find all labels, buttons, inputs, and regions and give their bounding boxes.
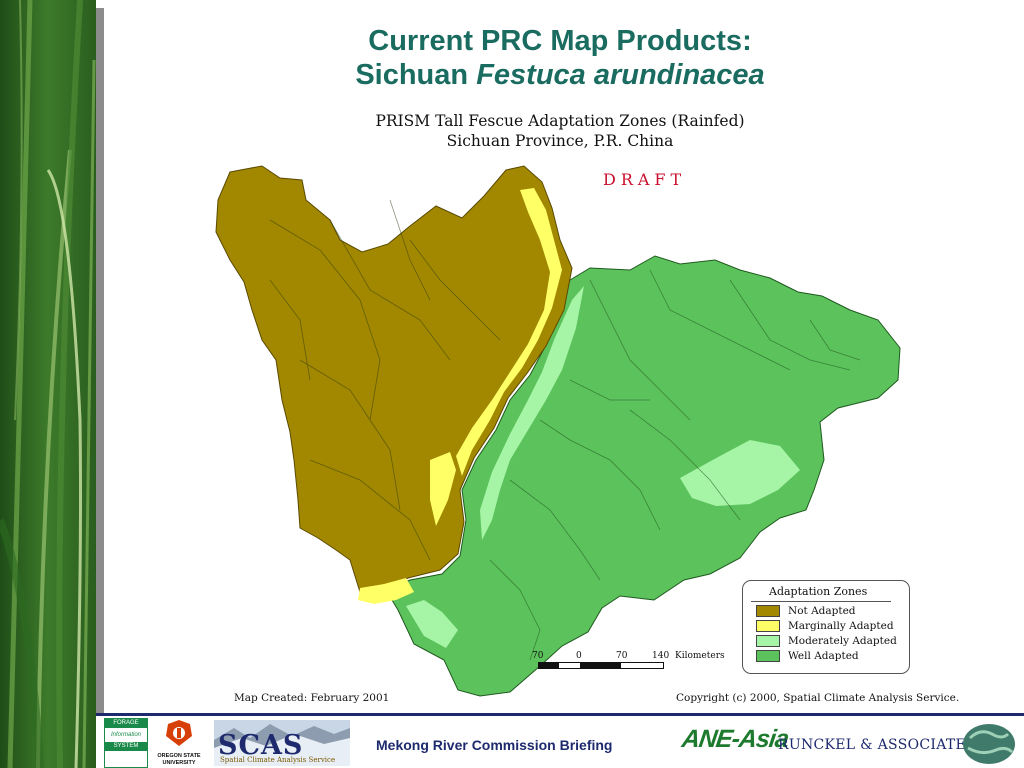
scas-logo: SCAS Spatial Climate Analysis Service (214, 720, 350, 766)
county-boundaries-east (489, 269, 861, 661)
grass-shadow (96, 8, 104, 713)
legend-label: Marginally Adapted (788, 620, 894, 632)
fis-logo-mid: Information (110, 732, 141, 738)
legend-swatch (756, 635, 780, 647)
legend-item-marginally-adapted: Marginally Adapted (756, 620, 894, 634)
zone-well-adapted (385, 255, 901, 697)
osu-name: OREGON STATE UNIVERSITY (157, 753, 201, 766)
fis-logo-bottom: SYSTEM (105, 742, 147, 751)
zone-marginal-south (358, 578, 414, 604)
runckel-associates-logo: RUNCKEL & ASSOCIATES (778, 737, 976, 753)
sichuan-map (215, 165, 901, 697)
legend-title: Adaptation Zones (769, 585, 868, 598)
scale-tick: 0 (576, 651, 582, 661)
scale-tick: 70 (616, 651, 628, 661)
osu-seal-icon (166, 720, 192, 746)
footer-divider (96, 713, 1024, 716)
scale-graphic (538, 662, 664, 669)
grass-background (0, 0, 96, 768)
legend-item-not-adapted: Not Adapted (756, 605, 856, 619)
globe-icon (963, 724, 1015, 764)
oregon-state-university-logo: OREGON STATE UNIVERSITY (150, 718, 208, 766)
legend-divider (751, 601, 891, 602)
zone-moderate-south (406, 600, 458, 648)
scale-segment (580, 663, 621, 668)
scas-mountains-icon (214, 724, 350, 766)
zone-moderate-ridge (480, 286, 584, 540)
map-title-line1: PRISM Tall Fescue Adaptation Zones (Rain… (375, 112, 745, 130)
grass-illustration (0, 0, 96, 768)
briefing-title: Mekong River Commission Briefing (376, 737, 613, 753)
map-title: PRISM Tall Fescue Adaptation Zones (Rain… (300, 111, 820, 151)
slide-title-plain: Sichuan (355, 59, 469, 91)
legend-item-well-adapted: Well Adapted (756, 650, 859, 664)
county-boundaries (269, 199, 501, 561)
zone-not-adapted (215, 165, 573, 593)
legend-label: Not Adapted (788, 605, 856, 617)
legend-label: Moderately Adapted (788, 635, 897, 647)
legend-swatch (756, 620, 780, 632)
zone-moderate-east (680, 440, 800, 506)
slide-title: Current PRC Map Products: Sichuan Festuc… (250, 24, 870, 92)
scale-tick: 70 (532, 651, 544, 661)
legend-item-moderately-adapted: Moderately Adapted (756, 635, 897, 649)
scas-text: SCAS (218, 730, 304, 761)
zone-marginal-mid (430, 452, 456, 526)
draft-label: DRAFT (603, 170, 687, 189)
scale-bar: 70 0 70 140 Kilometers (530, 651, 730, 671)
legend-swatch (756, 605, 780, 617)
fis-logo-top: FORAGE (105, 719, 147, 728)
forage-information-system-logo: FORAGE Information SYSTEM (104, 718, 148, 768)
scale-segment (539, 663, 559, 668)
scale-unit: Kilometers (675, 651, 725, 661)
map-copyright: Copyright (c) 2000, Spatial Climate Anal… (676, 692, 960, 704)
zone-marginal-ridge (456, 188, 562, 476)
slide-title-line2: Sichuan Festuca arundinacea (250, 58, 870, 92)
map-title-line2: Sichuan Province, P.R. China (446, 132, 674, 150)
scale-tick: 140 (652, 651, 670, 661)
slide-title-line1: Current PRC Map Products: (368, 25, 752, 57)
scas-subtitle: Spatial Climate Analysis Service (220, 756, 336, 764)
map-created-date: Map Created: February 2001 (234, 692, 390, 704)
map-legend: Adaptation Zones Not Adapted Marginally … (742, 580, 910, 674)
slide-title-italic: Festuca arundinacea (476, 59, 765, 91)
legend-label: Well Adapted (788, 650, 859, 662)
legend-swatch (756, 650, 780, 662)
ane-asia-logo: ANE-Asia (680, 725, 790, 753)
